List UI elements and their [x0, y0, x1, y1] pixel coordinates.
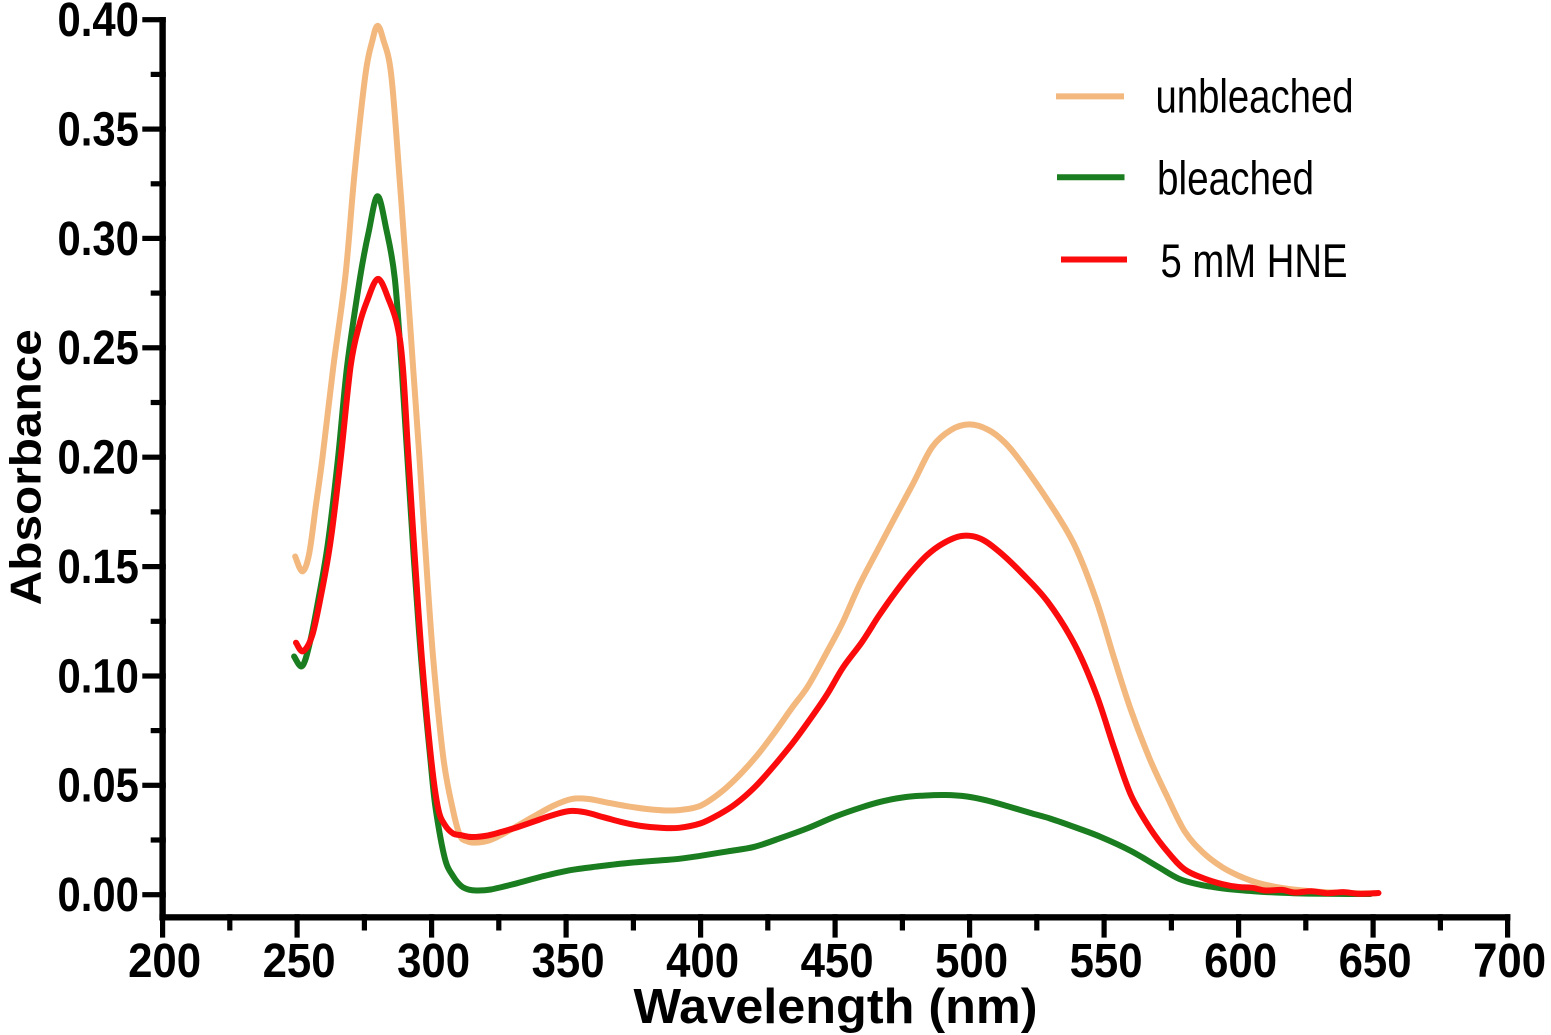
svg-text:350: 350: [532, 934, 605, 988]
svg-text:450: 450: [801, 934, 874, 988]
svg-text:300: 300: [397, 934, 470, 988]
svg-text:bleached: bleached: [1157, 153, 1314, 206]
svg-text:0.00: 0.00: [58, 868, 139, 922]
svg-text:500: 500: [935, 934, 1008, 988]
svg-text:400: 400: [666, 934, 739, 988]
svg-text:0.05: 0.05: [58, 759, 139, 813]
svg-text:250: 250: [263, 934, 336, 988]
svg-text:0.35: 0.35: [58, 103, 139, 157]
svg-text:Wavelength (nm): Wavelength (nm): [634, 979, 1038, 1034]
svg-text:5 mM HNE: 5 mM HNE: [1161, 235, 1348, 288]
svg-text:unbleached: unbleached: [1156, 71, 1354, 124]
svg-text:0.40: 0.40: [58, 0, 139, 47]
svg-text:0.15: 0.15: [58, 540, 139, 594]
svg-text:550: 550: [1070, 934, 1143, 988]
svg-text:0.10: 0.10: [58, 649, 139, 703]
svg-text:650: 650: [1339, 934, 1412, 988]
svg-text:0.20: 0.20: [58, 431, 139, 485]
svg-text:0.25: 0.25: [58, 321, 139, 375]
svg-text:200: 200: [128, 934, 201, 988]
svg-text:600: 600: [1204, 934, 1277, 988]
svg-text:0.30: 0.30: [58, 212, 139, 266]
svg-text:700: 700: [1473, 934, 1546, 988]
svg-text:Absorbance: Absorbance: [2, 329, 51, 605]
